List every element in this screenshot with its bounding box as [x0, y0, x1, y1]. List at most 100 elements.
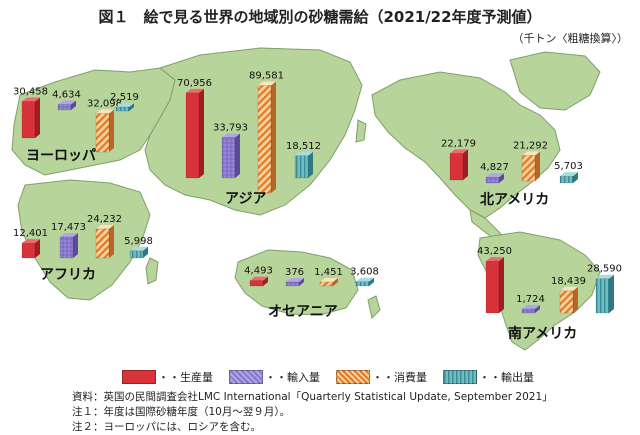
region-label: 南アメリカ [508, 325, 577, 342]
bar-value-label: 4,634 [52, 89, 81, 100]
note-2: 注２：ヨーロッパには、ロシアを含む。 [72, 421, 261, 433]
bar-imports [221, 133, 240, 179]
bar-value-label: 4,493 [244, 266, 273, 277]
region-label: ヨーロッパ [26, 148, 96, 164]
madagascar-landmass [145, 257, 159, 285]
bar-top-face [96, 224, 114, 229]
bar-side-face [333, 278, 338, 286]
unit-label: （千トン〈粗糖換算〉） [512, 32, 629, 45]
bar-front-face [521, 155, 536, 182]
bar-front-face [249, 280, 264, 287]
bar-side-face [609, 274, 614, 313]
bar-front-face [485, 260, 500, 314]
bar-production [21, 239, 40, 259]
bar-top-face [222, 133, 240, 138]
bar-side-face [129, 103, 134, 111]
bar-side-face [308, 151, 313, 178]
bar-exports [129, 246, 148, 259]
greenland-landmass [509, 51, 601, 111]
bar-value-label: 2,519 [110, 92, 139, 103]
bar-side-face [71, 100, 76, 110]
bar-value-label: 28,590 [587, 264, 622, 275]
bar-consumption [559, 286, 578, 314]
bar-imports [285, 278, 304, 287]
bar-imports [521, 305, 540, 314]
bar-production [21, 97, 40, 139]
bar-top-face [58, 100, 76, 105]
bar-side-face [35, 97, 40, 138]
bar-production [249, 276, 268, 287]
bar-value-label: 1,451 [314, 267, 343, 278]
bar-side-face [109, 224, 114, 258]
bar-top-face [522, 305, 540, 309]
chart-title: 図１ 絵で見る世界の地域別の砂糖需給（2021/22年度予測値） [98, 8, 542, 26]
bar-top-face [22, 97, 40, 102]
bar-front-face [115, 106, 130, 112]
bar-top-face [96, 109, 114, 114]
bar-top-face [320, 278, 338, 282]
bar-top-face [560, 286, 578, 291]
bar-top-face [486, 173, 504, 178]
bar-side-face [143, 246, 148, 258]
bar-exports [294, 151, 313, 179]
bar-front-face [221, 137, 236, 179]
bar-side-face [535, 305, 540, 313]
bar-consumption [257, 81, 276, 194]
note-source: 資料：英国の民間調査会社LMC International「Quarterly … [72, 391, 553, 403]
region-label: オセアニア [268, 304, 338, 320]
bar-side-face [573, 286, 578, 313]
bar-front-face [57, 104, 72, 111]
bar-side-face [299, 278, 304, 286]
bar-front-face [319, 281, 334, 287]
bar-top-face [60, 233, 78, 238]
bar-top-face [116, 103, 134, 107]
bar-front-face [595, 278, 610, 314]
bar-front-face [485, 176, 500, 184]
bar-side-face [499, 257, 504, 313]
bar-front-face [449, 153, 464, 181]
bar-side-face [499, 173, 504, 183]
bar-production [485, 257, 504, 314]
bar-front-face [95, 228, 110, 259]
bar-front-face [355, 281, 370, 287]
bar-imports [57, 100, 76, 111]
legend-label: ・・輸入量 [265, 371, 320, 384]
bar-value-label: 24,232 [87, 214, 122, 225]
region-label: アジア [225, 191, 266, 207]
bar-side-face [463, 149, 468, 180]
bar-front-face [285, 281, 300, 287]
legend-swatch-consumption [336, 370, 370, 384]
bar-side-face [199, 88, 204, 178]
region-label: アフリカ [40, 267, 96, 283]
bar-side-face [263, 276, 268, 286]
bar-production [185, 88, 204, 179]
bar-value-label: 89,581 [249, 71, 284, 82]
bar-top-face [596, 274, 614, 279]
bar-top-face [130, 246, 148, 251]
bar-exports [559, 172, 578, 184]
bar-value-label: 33,793 [213, 122, 248, 133]
bar-front-face [129, 250, 144, 259]
bar-front-face [257, 85, 272, 194]
bar-exports [355, 277, 374, 287]
bar-exports [115, 103, 134, 112]
bar-front-face [294, 155, 309, 179]
bar-top-face [295, 151, 313, 156]
bar-top-face [560, 172, 578, 177]
north-america-landmass [371, 71, 561, 219]
bar-value-label: 17,473 [51, 222, 86, 233]
bar-value-label: 70,956 [177, 78, 212, 89]
bar-front-face [521, 308, 536, 314]
bar-top-face [258, 81, 276, 86]
bar-value-label: 12,401 [13, 228, 48, 239]
bar-consumption [95, 109, 114, 153]
bar-front-face [185, 92, 200, 179]
notes: 資料：英国の民間調査会社LMC International「Quarterly … [72, 390, 553, 435]
europe-landmass [11, 67, 176, 176]
bar-value-label: 4,827 [480, 162, 509, 173]
bar-imports [59, 233, 78, 259]
